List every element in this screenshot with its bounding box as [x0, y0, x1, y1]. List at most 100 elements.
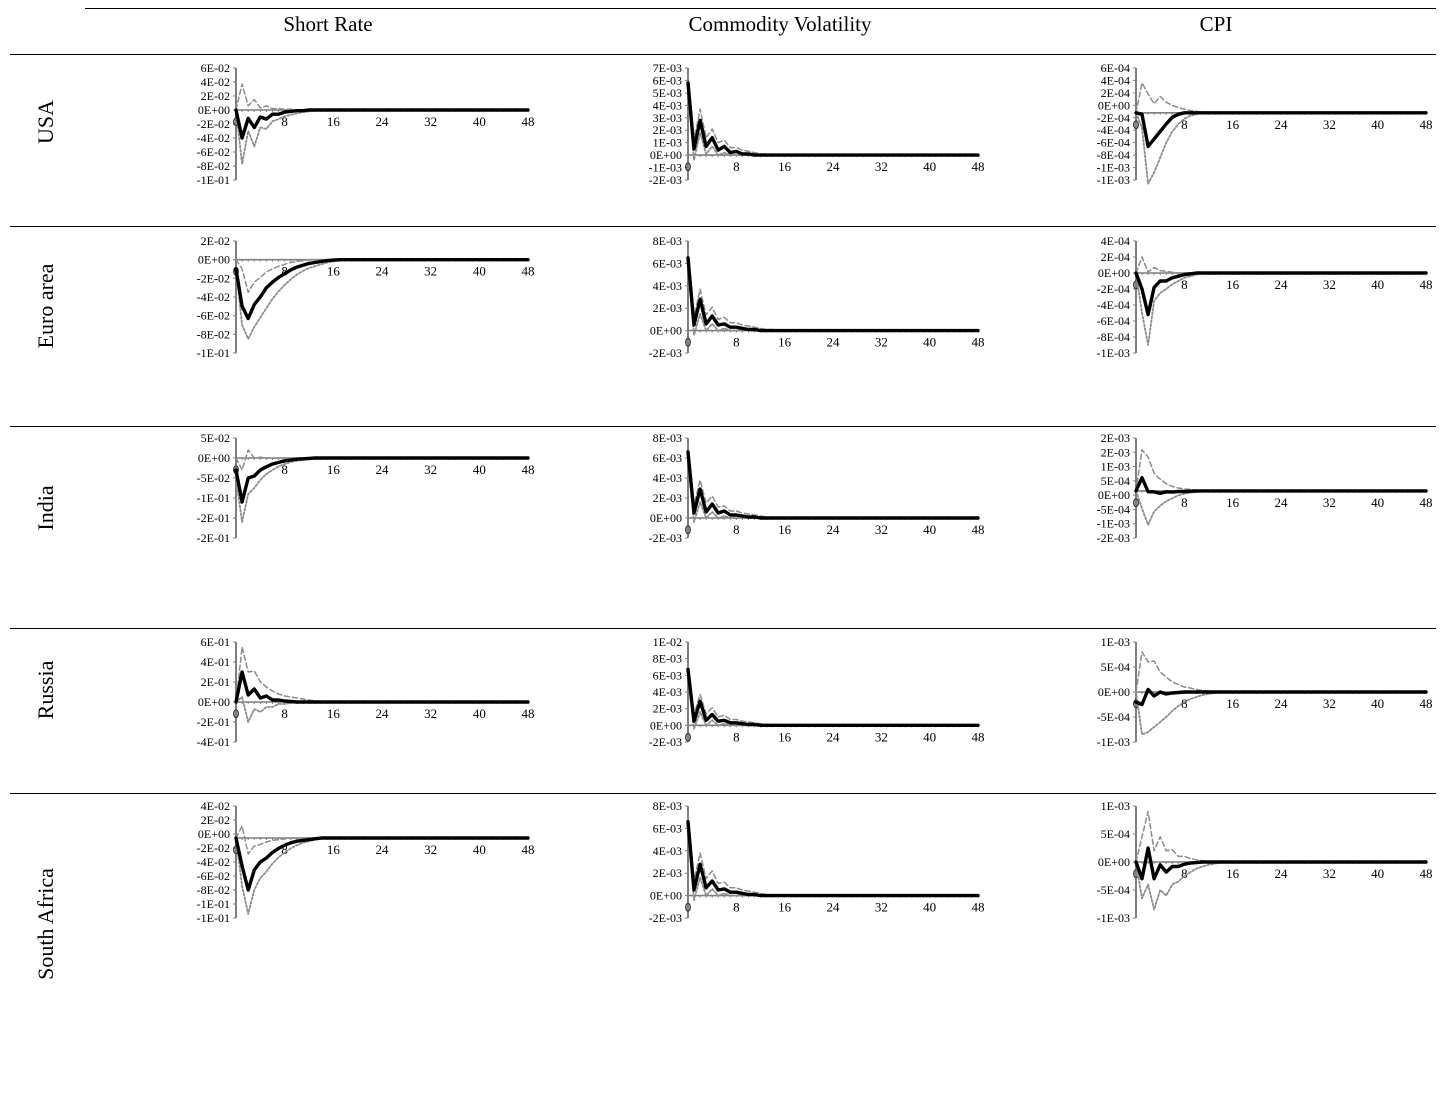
x-tick-label: 0 [1133, 277, 1140, 292]
x-tick-label: 24 [827, 900, 841, 915]
y-tick-label: 6E-03 [653, 451, 682, 465]
y-tick-label: -6E-02 [197, 309, 230, 323]
y-tick-label: -8E-02 [197, 883, 230, 897]
x-tick-label: 48 [972, 522, 985, 537]
irf-line [1134, 687, 1428, 707]
y-tick-label: 0E+00 [1098, 488, 1130, 502]
x-tick-label: 32 [875, 522, 888, 537]
x-tick-label: 0 [685, 522, 692, 537]
y-tick-label: -1E-01 [197, 346, 230, 360]
y-tick-label: -1E-01 [197, 911, 230, 925]
y-tick-label: -8E-04 [1097, 330, 1130, 344]
y-tick-label: 3E-03 [653, 111, 682, 125]
upper-band-line [235, 83, 529, 111]
x-tick-label: 0 [1133, 495, 1140, 510]
y-tick-label: 0E+00 [1098, 685, 1130, 699]
row-label-usa: USA [33, 99, 58, 145]
row-rule-euro-area [10, 226, 1436, 227]
y-tick-label: -2E-03 [649, 531, 682, 545]
x-tick-label: 32 [424, 842, 437, 857]
x-tick-label: 40 [923, 729, 936, 744]
irf-panel: 6E-01 4E-01 2E-01 0E+00 -2E-01 -4E-010 8 16 24 32… [197, 635, 535, 749]
y-tick-label: 0E+00 [650, 148, 682, 162]
y-tick-label: 2E-02 [201, 89, 230, 103]
y-tick-label: 5E-04 [1101, 660, 1130, 674]
y-tick-label: -1E-01 [197, 173, 230, 187]
y-tick-label: -6E-04 [1097, 314, 1130, 328]
x-tick-label: 16 [327, 842, 341, 857]
y-tick-label: -2E-01 [197, 715, 230, 729]
y-tick-label: -2E-03 [649, 735, 682, 749]
column-title-short-rate: Short Rate [283, 12, 373, 36]
y-tick-label: -1E-03 [649, 161, 682, 175]
x-tick-label: 24 [1275, 696, 1289, 711]
x-tick-label: 40 [1371, 277, 1384, 292]
y-tick-label: 2E-03 [653, 491, 682, 505]
y-tick-label: 1E-03 [653, 136, 682, 150]
y-tick-label: 4E-04 [1101, 234, 1130, 248]
x-tick-label: 16 [778, 335, 792, 350]
upper-band-line [687, 662, 979, 727]
y-tick-label: 8E-03 [653, 431, 682, 445]
y-tick-label: -1E-03 [1097, 346, 1130, 360]
header-rule [10, 54, 1436, 55]
irf-line [234, 836, 530, 892]
irf-panel: 1E-03 5E-04 0E+00 -5E-04 -1E-03 0 8 16 24 32 40 48 [1097, 799, 1433, 925]
x-tick-label: 16 [778, 159, 792, 174]
upper-band-line [687, 249, 979, 332]
x-tick-label: 0 [233, 706, 240, 721]
y-tick-label: 0E+00 [198, 253, 230, 267]
y-tick-label: 4E-03 [653, 471, 682, 485]
x-tick-label: 32 [1323, 866, 1336, 881]
y-tick-label: 1E-03 [1101, 799, 1130, 813]
y-tick-label: 6E-03 [653, 256, 682, 270]
irf-line [686, 256, 980, 333]
x-tick-label: 48 [522, 114, 535, 129]
x-tick-label: 8 [281, 114, 288, 129]
x-tick-label: 0 [685, 159, 692, 174]
x-tick-label: 16 [327, 462, 341, 477]
x-tick-label: 24 [827, 522, 841, 537]
y-tick-label: 0E+00 [1098, 855, 1130, 869]
y-tick-label: -2E-02 [197, 841, 230, 855]
x-tick-label: 40 [1371, 495, 1384, 510]
upper-band-line [1135, 82, 1427, 114]
irf-panel: 2E-02 0E+00 -2E-02 -4E-02 -6E-02 -8E-02 -1E-01… [197, 234, 535, 360]
x-tick-label: 40 [923, 900, 936, 915]
x-tick-label: 0 [685, 729, 692, 744]
irf-line [234, 108, 530, 140]
x-tick-label: 48 [972, 900, 985, 915]
y-tick-label: 1E-03 [1101, 635, 1130, 649]
irf-line [686, 81, 980, 157]
y-tick-label: -1E-03 [1097, 911, 1130, 925]
x-tick-label: 40 [1371, 117, 1384, 132]
y-tick-label: 6E-03 [653, 668, 682, 682]
y-tick-label: 2E-03 [1101, 445, 1130, 459]
irf-line [1134, 111, 1428, 149]
y-tick-label: -8E-04 [1097, 148, 1130, 162]
x-tick-label: 0 [685, 900, 692, 915]
y-tick-label: -2E-03 [649, 911, 682, 925]
x-tick-label: 16 [1226, 866, 1240, 881]
y-tick-label: -5E-04 [1097, 883, 1130, 897]
row-rule-india [10, 426, 1436, 427]
y-tick-label: 6E-01 [201, 635, 230, 649]
x-tick-label: 40 [473, 842, 486, 857]
y-tick-label: 4E-03 [653, 844, 682, 858]
y-tick-label: 0E+00 [650, 889, 682, 903]
x-tick-label: 40 [473, 264, 486, 279]
y-tick-label: 2E-03 [653, 123, 682, 137]
lower-band-line [687, 91, 979, 161]
irf-panel: 8E-03 6E-03 4E-03 2E-03 0E+00 -2E-030 8 16 24 32 4… [649, 234, 985, 360]
irf-panel: 4E-04 2E-04 0E+00 -2E-04 -4E-04 -6E-04 -8E-04 -… [1097, 234, 1433, 360]
x-tick-label: 32 [875, 159, 888, 174]
x-tick-label: 40 [1371, 696, 1384, 711]
y-tick-label: 5E-03 [653, 86, 682, 100]
x-tick-label: 0 [1133, 117, 1140, 132]
x-tick-label: 40 [923, 335, 936, 350]
x-tick-label: 48 [1420, 866, 1433, 881]
y-tick-label: 0E+00 [198, 451, 230, 465]
y-tick-label: 4E-03 [653, 279, 682, 293]
y-tick-label: -2E-04 [1097, 282, 1130, 296]
x-tick-label: 16 [778, 900, 792, 915]
